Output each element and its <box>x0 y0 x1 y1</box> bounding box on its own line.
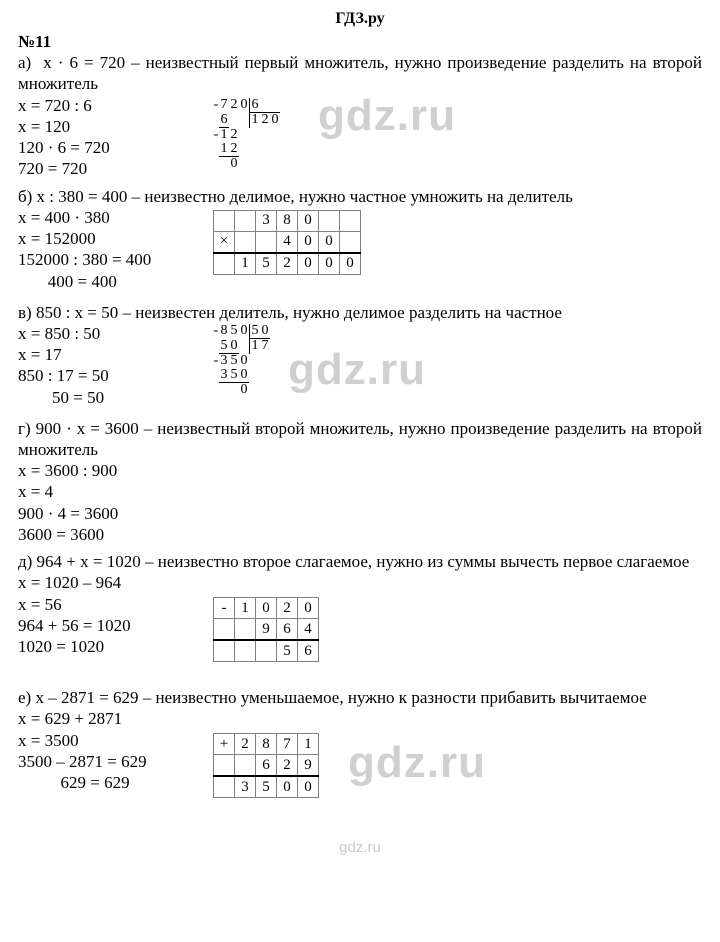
part-d-step: 3600 = 3600 <box>18 524 702 545</box>
part-a-statement: а) x · 6 = 720 – неизвестный первый множ… <box>18 52 702 95</box>
part-a-step: 720 = 720 <box>18 158 702 179</box>
problem-number: №11 <box>18 32 702 52</box>
long-division-c: - 850 50 50 17 - 350 350 0 <box>213 324 270 397</box>
subtraction-e: -1020 964 56 <box>213 597 319 662</box>
part-d: г) 900 · x = 3600 – неизвестный второй м… <box>18 418 702 546</box>
part-f-step: 629 = 629 <box>18 772 702 793</box>
part-a-step: x = 720 : 6 <box>18 95 702 116</box>
addition-f: +2871 629 3500 <box>213 733 319 798</box>
long-division-a: - 720 6 6 120 - 12 12 0 <box>213 98 280 171</box>
part-d-step: x = 4 <box>18 481 702 502</box>
part-e-step: x = 56 <box>18 594 702 615</box>
part-e-step: 964 + 56 = 1020 <box>18 615 702 636</box>
part-e-step: x = 1020 – 964 <box>18 572 702 593</box>
footer-watermark: gdz.ru <box>18 839 702 856</box>
part-c-step: 50 = 50 <box>18 387 702 408</box>
part-f-statement: е) x – 2871 = 629 – неизвестно уменьшаем… <box>18 687 702 708</box>
part-d-step: x = 3600 : 900 <box>18 460 702 481</box>
part-d-step: 900 · 4 = 3600 <box>18 503 702 524</box>
part-a-step: 120 · 6 = 720 <box>18 137 702 158</box>
part-f-step: x = 629 + 2871 <box>18 708 702 729</box>
part-c-step: x = 17 <box>18 344 702 365</box>
part-b-statement: б) x : 380 = 400 – неизвестно делимое, н… <box>18 186 702 207</box>
part-f-step: x = 3500 <box>18 730 702 751</box>
page: ГДЗ.ру №11 а) x · 6 = 720 – неизвестный … <box>0 0 720 886</box>
part-c-statement: в) 850 : x = 50 – неизвестен делитель, н… <box>18 302 702 323</box>
part-d-statement: г) 900 · x = 3600 – неизвестный второй м… <box>18 418 702 461</box>
part-a-step: x = 120 <box>18 116 702 137</box>
site-header: ГДЗ.ру <box>18 10 702 28</box>
part-b: б) x : 380 = 400 – неизвестно делимое, н… <box>18 186 702 296</box>
part-a: а) x · 6 = 720 – неизвестный первый множ… <box>18 52 702 180</box>
multiplication-b: 380 ×400 152000 <box>213 210 361 275</box>
part-e-step: 1020 = 1020 <box>18 636 702 657</box>
part-f-step: 3500 – 2871 = 629 <box>18 751 702 772</box>
part-c: в) 850 : x = 50 – неизвестен делитель, н… <box>18 302 702 412</box>
part-c-step: x = 850 : 50 <box>18 323 702 344</box>
part-e-statement: д) 964 + x = 1020 – неизвестно второе сл… <box>18 551 702 572</box>
part-f: е) x – 2871 = 629 – неизвестно уменьшаем… <box>18 687 702 817</box>
part-e: д) 964 + x = 1020 – неизвестно второе сл… <box>18 551 702 681</box>
part-c-step: 850 : 17 = 50 <box>18 365 702 386</box>
